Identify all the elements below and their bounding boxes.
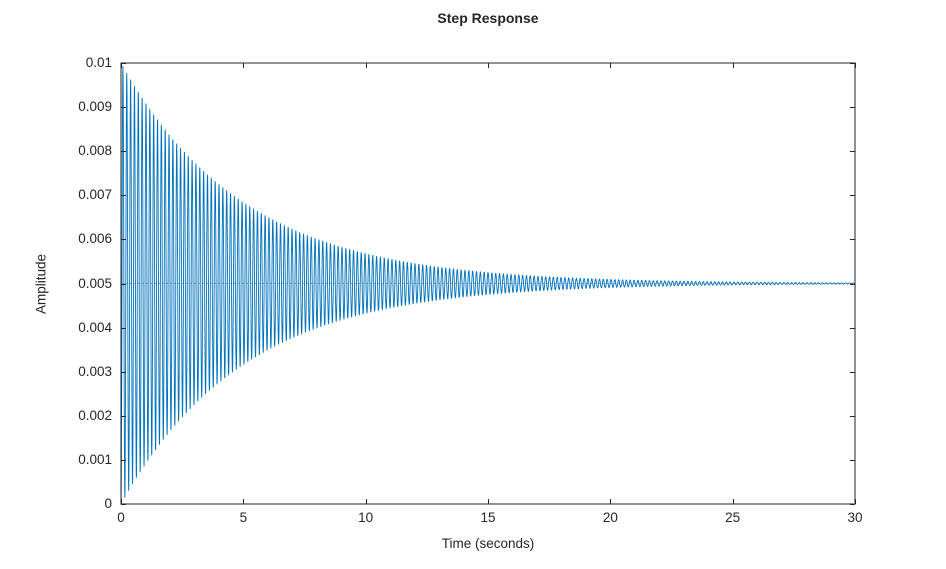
x-tick-label: 0 <box>117 510 125 525</box>
y-tick-label: 0.009 <box>78 99 112 115</box>
y-tick-label: 0.01 <box>85 55 112 70</box>
x-tick-label: 5 <box>239 510 248 525</box>
axes-box <box>120 62 856 505</box>
x-tick-label: 15 <box>480 510 496 525</box>
x-tick-label: 20 <box>602 510 618 525</box>
y-tick-label: 0.001 <box>78 451 112 467</box>
y-tick-label: 0.007 <box>78 187 112 203</box>
y-tick-label: 0.003 <box>78 363 112 379</box>
y-tick-label: 0.006 <box>78 231 112 247</box>
x-axis-label: Time (seconds) <box>441 536 535 551</box>
response-curve <box>120 66 856 505</box>
x-tick-label: 10 <box>358 510 374 525</box>
y-tick-label: 0.004 <box>78 319 112 335</box>
y-tick-label: 0.008 <box>78 143 112 159</box>
x-tick-label: 30 <box>847 510 863 525</box>
y-tick-label: 0 <box>104 496 112 511</box>
x-tick-label: 25 <box>725 510 741 525</box>
y-tick-label: 0.002 <box>78 407 112 423</box>
y-tick-label: 0.005 <box>78 275 112 291</box>
chart-title: Step Response <box>437 10 539 26</box>
